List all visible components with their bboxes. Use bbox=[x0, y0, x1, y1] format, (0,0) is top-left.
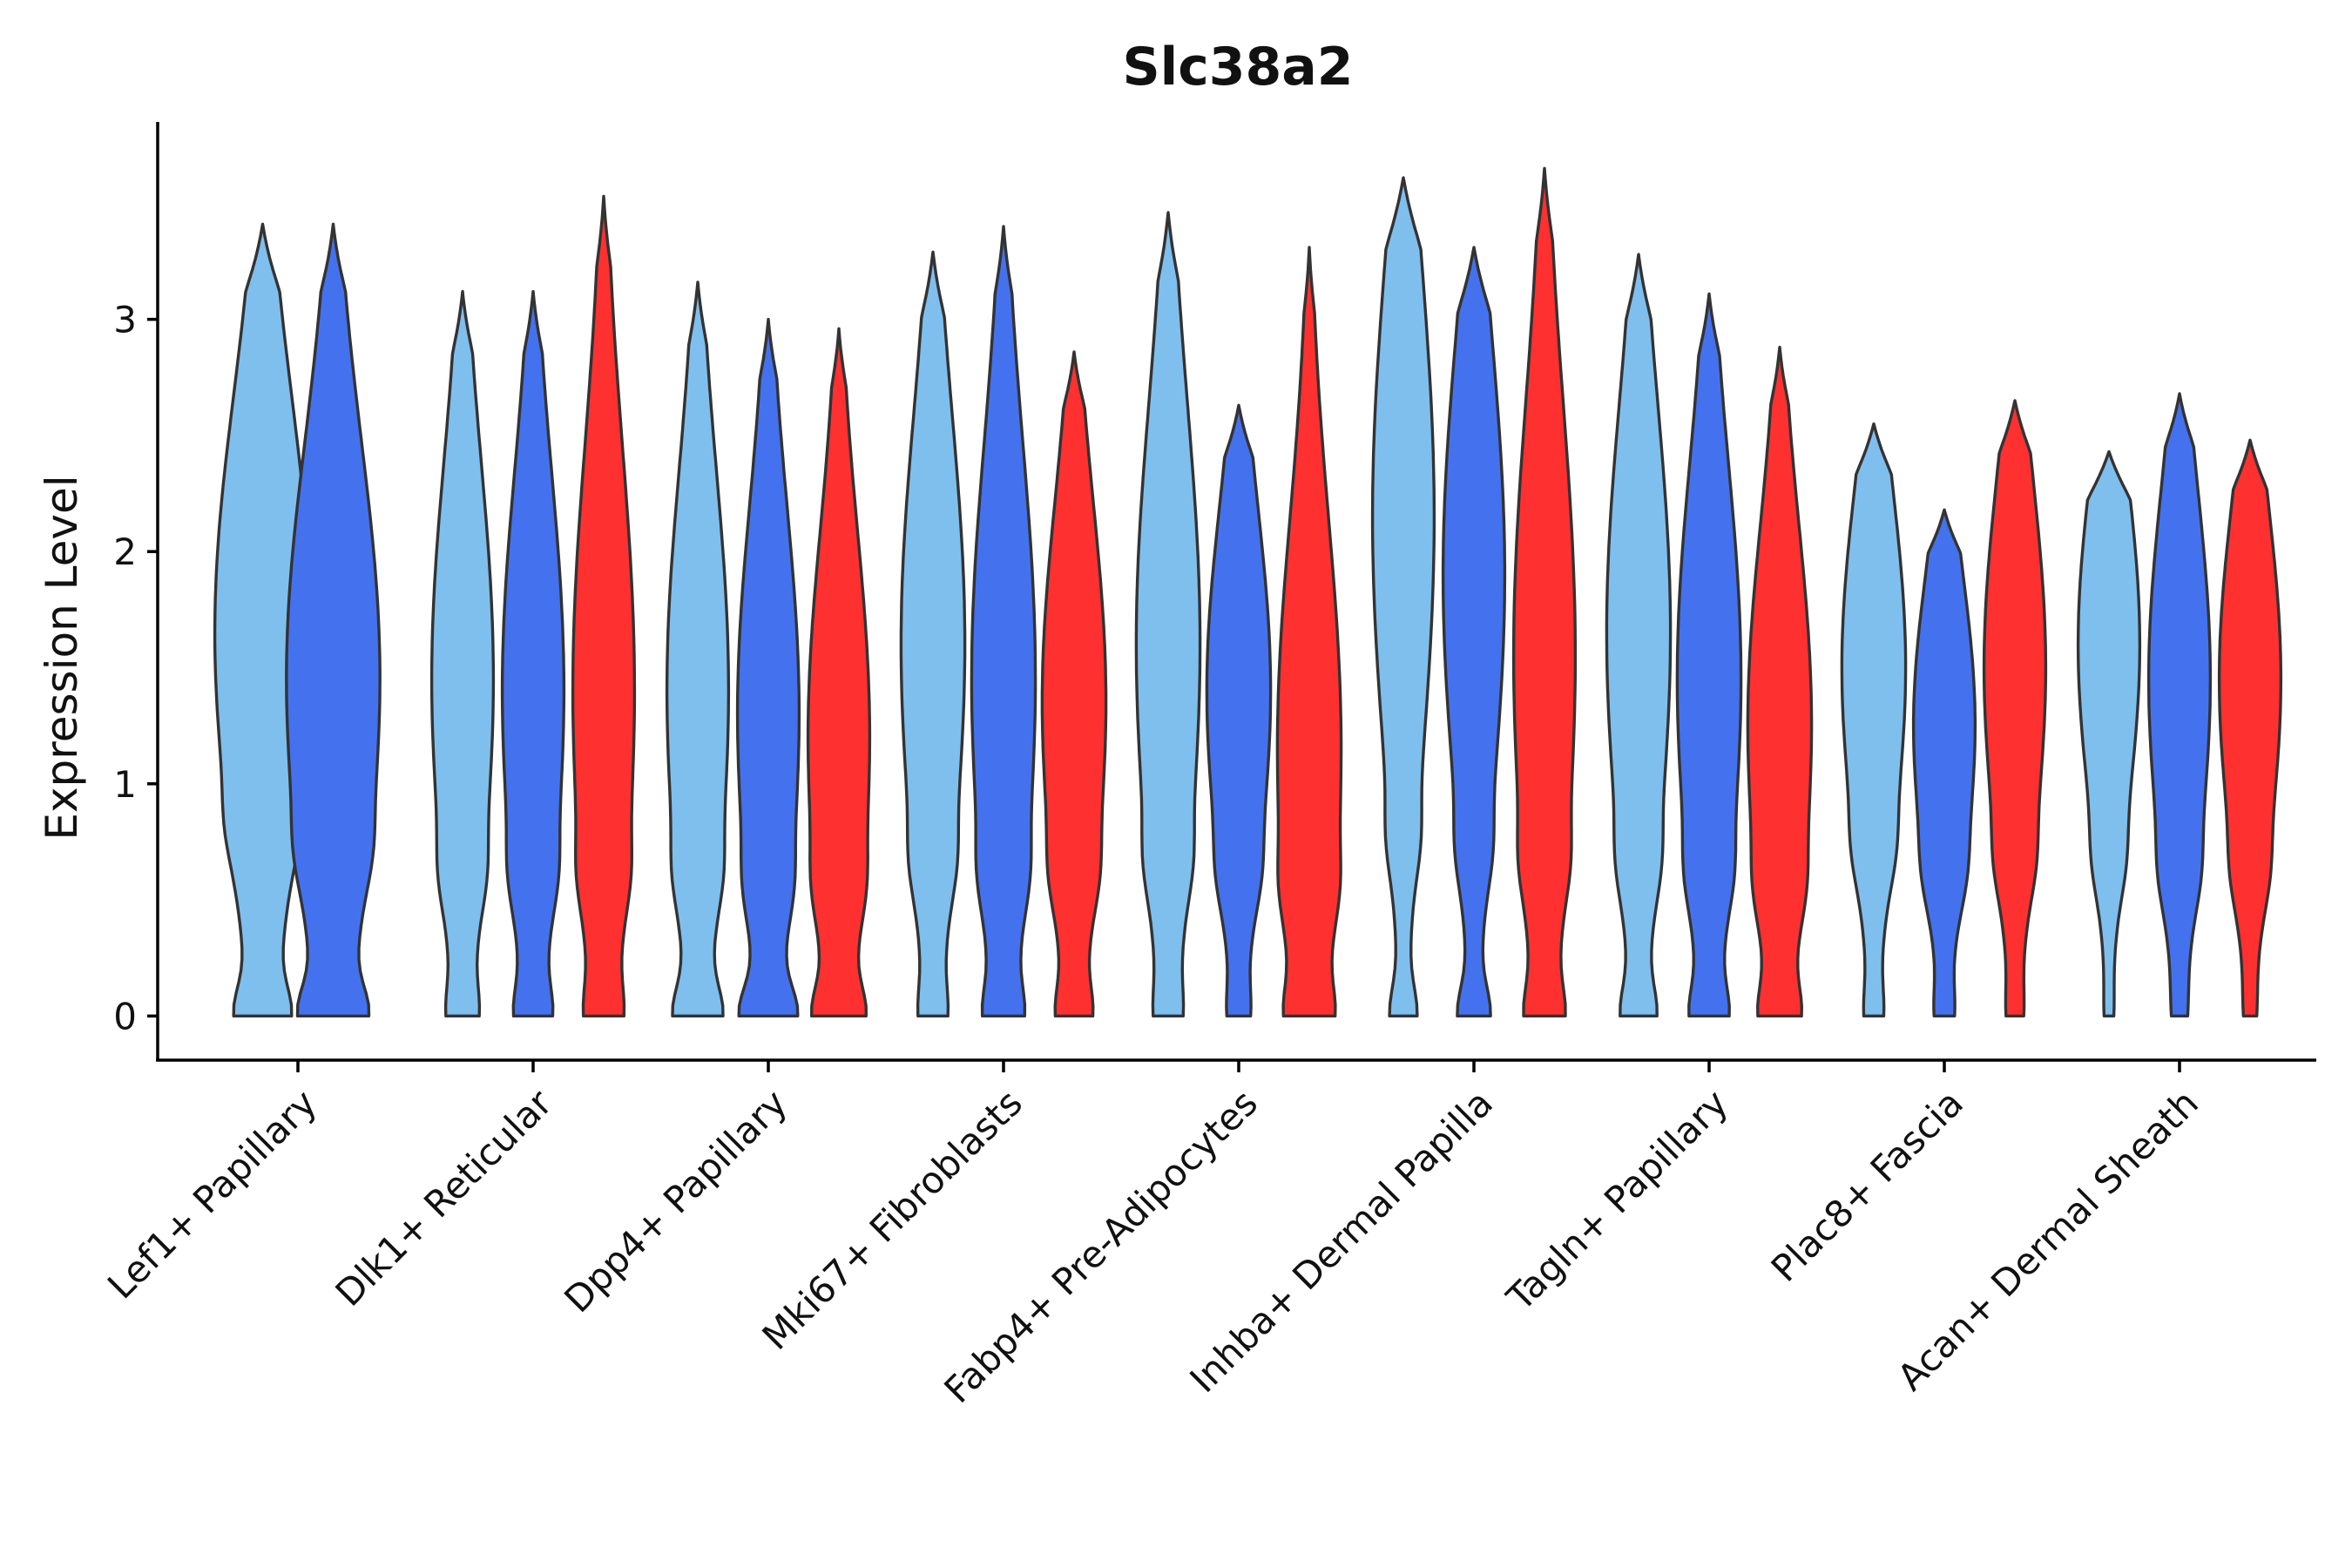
violin-1-2 bbox=[571, 194, 637, 1017]
violin-2-2 bbox=[806, 327, 872, 1017]
x-tick-label-1: Dlk1+ Reticular bbox=[328, 1081, 561, 1315]
x-tick-label-7: Plac8+ Fascia bbox=[1763, 1081, 1971, 1289]
violin-7-0 bbox=[1840, 422, 1908, 1017]
violin-4-0 bbox=[1134, 211, 1202, 1017]
violin-3-0 bbox=[899, 250, 967, 1017]
violin-8-1 bbox=[2146, 392, 2213, 1017]
violin-3-1 bbox=[970, 225, 1037, 1017]
violin-3-2 bbox=[1040, 350, 1108, 1017]
violin-1-0 bbox=[429, 289, 496, 1017]
violin-5-1 bbox=[1441, 246, 1507, 1017]
y-tick-label-1: 1 bbox=[113, 763, 137, 806]
violin-8-0 bbox=[2076, 449, 2142, 1017]
violin-4-2 bbox=[1275, 246, 1343, 1017]
chart-title: Slc38a2 bbox=[1122, 37, 1353, 98]
x-tick-label-6: Tagln+ Papillary bbox=[1498, 1081, 1736, 1319]
violin-8-2 bbox=[2217, 438, 2283, 1017]
violin-6-1 bbox=[1675, 292, 1743, 1017]
violin-2-1 bbox=[735, 317, 801, 1017]
violin-5-2 bbox=[1511, 166, 1578, 1017]
violin-0-1 bbox=[285, 222, 382, 1017]
x-tick-label-3: Mki67+ Fibroblasts bbox=[754, 1081, 1031, 1357]
violin-6-0 bbox=[1605, 253, 1673, 1017]
y-tick-label-0: 0 bbox=[113, 995, 137, 1037]
x-tick-label-0: Lef1+ Papillary bbox=[99, 1081, 325, 1307]
violin-6-2 bbox=[1746, 345, 1814, 1017]
violin-4-1 bbox=[1205, 403, 1273, 1017]
y-tick-label-2: 2 bbox=[113, 531, 137, 573]
violin-1-1 bbox=[500, 289, 566, 1017]
violin-2-0 bbox=[665, 280, 731, 1017]
violin-7-2 bbox=[1982, 399, 2048, 1017]
y-tick-label-3: 3 bbox=[113, 299, 137, 341]
violin-7-1 bbox=[1911, 508, 1977, 1017]
axes-layer bbox=[156, 122, 2316, 1062]
violin-5-0 bbox=[1370, 176, 1436, 1017]
violins-layer bbox=[213, 166, 2283, 1017]
y-axis-label: Expression Level bbox=[37, 475, 87, 840]
x-tick-label-2: Dpp4+ Papillary bbox=[556, 1081, 795, 1321]
